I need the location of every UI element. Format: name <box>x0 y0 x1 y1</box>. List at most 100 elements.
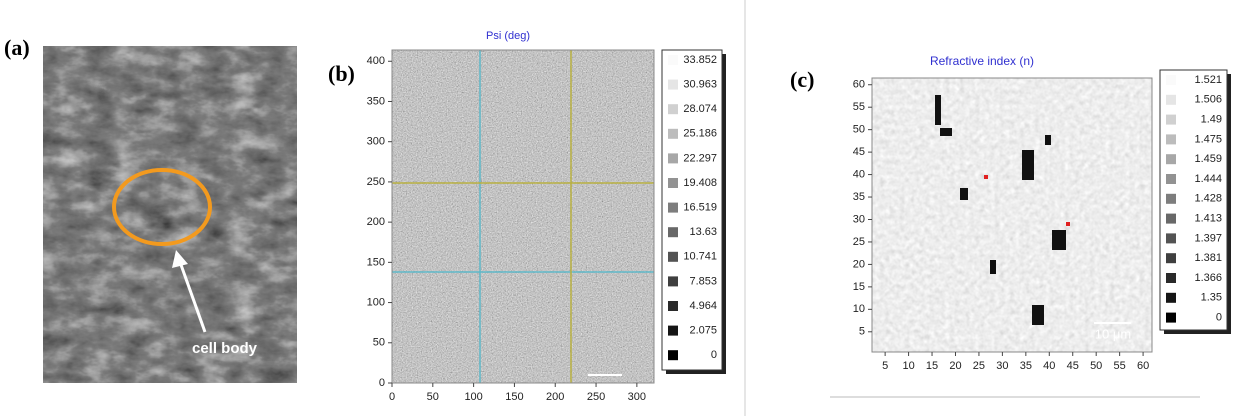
colorbar-swatch <box>668 104 678 114</box>
x-tick-label: 5 <box>882 360 888 372</box>
x-tick-label: 300 <box>628 391 646 403</box>
y-tick-label: 250 <box>367 176 385 188</box>
colorbar-label: 1.475 <box>1194 133 1222 145</box>
y-tick-label: 30 <box>853 213 865 225</box>
y-tick-label: 400 <box>367 55 385 67</box>
y-tick-label: 40 <box>853 168 865 180</box>
x-tick-label: 10 <box>902 360 914 372</box>
colorbar-label: 2.075 <box>689 325 717 337</box>
x-tick-label: 35 <box>1020 360 1032 372</box>
y-tick-label: 50 <box>853 124 865 136</box>
colorbar-swatch <box>668 178 678 188</box>
colorbar-swatch <box>1166 214 1176 224</box>
colorbar-label: 4.964 <box>689 300 717 312</box>
colorbar-swatch <box>668 153 678 163</box>
y-tick-label: 50 <box>373 337 385 349</box>
y-tick-label: 35 <box>853 191 865 203</box>
colorbar-swatch <box>668 276 678 286</box>
colorbar-label: 1.444 <box>1194 173 1222 185</box>
colorbar-swatch <box>1166 313 1176 323</box>
colorbar-swatch <box>1166 174 1176 184</box>
colorbar-label: 30.963 <box>683 79 717 91</box>
x-tick-label: 50 <box>427 391 439 403</box>
panel-label: (c) <box>790 67 814 92</box>
colorbar-swatch <box>1166 95 1176 105</box>
colorbar-swatch <box>1166 273 1176 283</box>
colorbar-label: 1.506 <box>1194 94 1222 106</box>
x-tick-label: 250 <box>587 391 605 403</box>
colorbar-label: 10.741 <box>683 251 717 263</box>
colorbar-label: 1.521 <box>1194 74 1222 86</box>
colorbar-swatch <box>1166 75 1176 85</box>
colorbar-swatch <box>668 55 678 65</box>
colorbar-label: 19.408 <box>683 177 717 189</box>
red-pixel <box>1066 222 1070 226</box>
colorbar-label: 28.074 <box>683 103 717 115</box>
colorbar-label: 1.428 <box>1194 193 1222 205</box>
colorbar-swatch <box>1166 115 1176 125</box>
y-tick-label: 15 <box>853 281 865 293</box>
x-tick-label: 50 <box>1090 360 1102 372</box>
x-tick-label: 200 <box>546 391 564 403</box>
colorbar-swatch <box>1166 154 1176 164</box>
x-tick-label: 60 <box>1137 360 1149 372</box>
colorbar-label: 7.853 <box>689 275 717 287</box>
colorbar-label: 1.49 <box>1201 114 1222 126</box>
colorbar-label: 25.186 <box>683 128 717 140</box>
x-tick-label: 100 <box>464 391 482 403</box>
colorbar-label: 1.459 <box>1194 153 1222 165</box>
colorbar-swatch <box>1166 194 1176 204</box>
y-tick-label: 60 <box>853 79 865 91</box>
x-tick-label: 25 <box>973 360 985 372</box>
x-tick-label: 0 <box>389 391 395 403</box>
colorbar-label: 16.519 <box>683 202 717 214</box>
y-tick-label: 55 <box>853 101 865 113</box>
colorbar-label: 0 <box>1216 312 1222 324</box>
colorbar-label: 0 <box>711 349 717 361</box>
y-tick-label: 5 <box>859 326 865 338</box>
x-tick-label: 45 <box>1067 360 1079 372</box>
colorbar-label: 1.366 <box>1194 272 1222 284</box>
micrograph <box>43 46 297 383</box>
x-tick-label: 150 <box>505 391 523 403</box>
colorbar-swatch <box>668 252 678 262</box>
heatmap <box>392 50 654 383</box>
colorbar-label: 13.63 <box>689 226 717 238</box>
colorbar-swatch <box>1166 134 1176 144</box>
colorbar-label: 1.413 <box>1194 213 1222 225</box>
colorbar-label: 1.35 <box>1201 292 1222 304</box>
annotation: cell body <box>192 340 258 357</box>
colorbar-swatch <box>668 129 678 139</box>
y-tick-label: 25 <box>853 236 865 248</box>
colorbar-label: 1.397 <box>1194 232 1222 244</box>
y-tick-label: 10 <box>853 303 865 315</box>
colorbar-swatch <box>668 326 678 336</box>
y-tick-label: 200 <box>367 216 385 228</box>
y-tick-label: 350 <box>367 95 385 107</box>
heatmap <box>872 78 1152 352</box>
colorbar-label: 1.381 <box>1194 252 1222 264</box>
colorbar-swatch <box>668 80 678 90</box>
colorbar-swatch <box>668 301 678 311</box>
y-tick-label: 150 <box>367 256 385 268</box>
x-tick-label: 40 <box>1043 360 1055 372</box>
colorbar-swatch <box>668 227 678 237</box>
y-tick-label: 45 <box>853 146 865 158</box>
panel-title: Refractive index (n) <box>930 54 1034 68</box>
colorbar-swatch <box>668 350 678 360</box>
figure: cell body (a) 50 μm Psi (deg) (b) 10 μm … <box>0 0 1247 416</box>
panel-label: (b) <box>328 61 355 86</box>
colorbar-swatch <box>1166 253 1176 263</box>
x-tick-label: 15 <box>926 360 938 372</box>
colorbar-label: 22.297 <box>683 152 717 164</box>
y-tick-label: 0 <box>379 377 385 389</box>
colorbar-swatch <box>1166 233 1176 243</box>
scale-bar-label: 10 μm <box>1095 326 1131 341</box>
colorbar-swatch <box>1166 293 1176 303</box>
y-tick-label: 20 <box>853 258 865 270</box>
red-pixel <box>984 175 988 179</box>
colorbar-label: 33.852 <box>683 54 717 66</box>
panel-title: Psi (deg) <box>486 30 530 42</box>
x-tick-label: 20 <box>949 360 961 372</box>
x-tick-label: 30 <box>996 360 1008 372</box>
